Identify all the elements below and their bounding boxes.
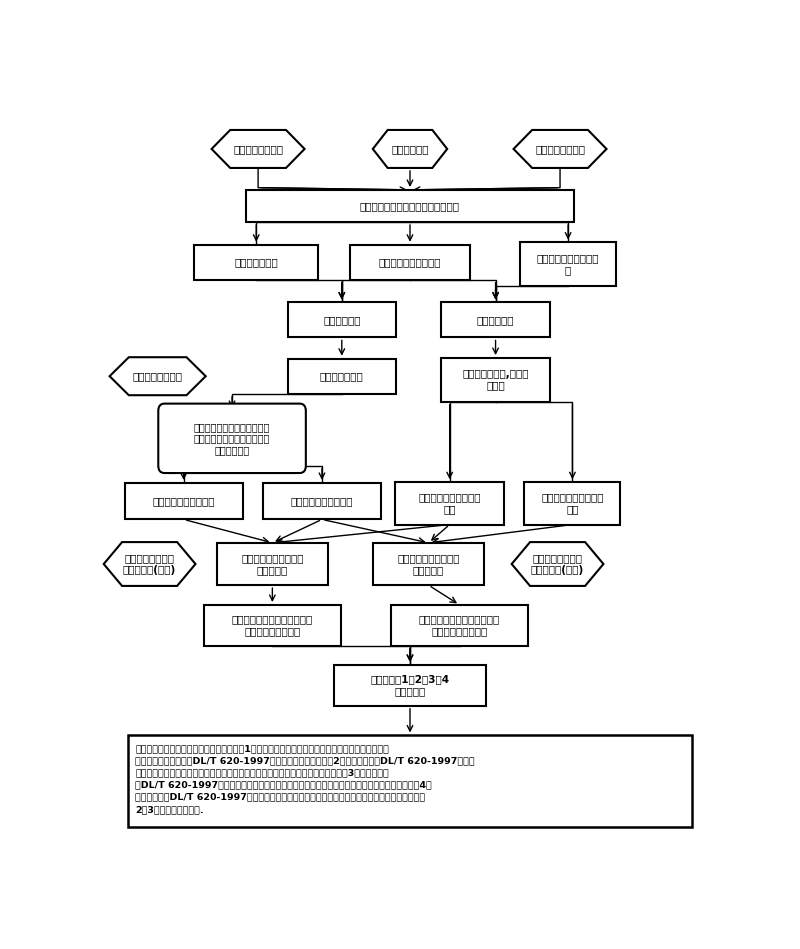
- FancyBboxPatch shape: [158, 403, 306, 473]
- FancyBboxPatch shape: [524, 482, 621, 525]
- Text: 地理信息数据: 地理信息数据: [391, 144, 429, 154]
- Text: 综合，得到1、2、3、4
四级雷害区: 综合，得到1、2、3、4 四级雷害区: [370, 675, 450, 697]
- Text: 所选目标区域网格划分: 所选目标区域网格划分: [378, 257, 442, 268]
- Polygon shape: [104, 542, 195, 586]
- FancyBboxPatch shape: [125, 483, 242, 519]
- Text: 以该网格为中心,标记相
邻网格: 以该网格为中心,标记相 邻网格: [462, 369, 529, 391]
- Text: 得到电网绕击雷害分布: 得到电网绕击雷害分布: [153, 496, 215, 506]
- Text: 进行阈值比较，删除不在危险
电弧范围内的数据，再除以各
相应网格面积: 进行阈值比较，删除不在危险 电弧范围内的数据，再除以各 相应网格面积: [194, 421, 270, 455]
- FancyBboxPatch shape: [374, 543, 484, 586]
- Text: 建立雷电数据库: 建立雷电数据库: [234, 257, 278, 268]
- Text: 设定临界绕击危险
雷电密度值(判据): 设定临界绕击危险 雷电密度值(判据): [123, 553, 176, 575]
- FancyBboxPatch shape: [395, 482, 504, 525]
- Text: 得到电网反击历史雷害
区域: 得到电网反击历史雷害 区域: [541, 493, 604, 514]
- Text: 比较网格密度值，得到反击超
标区、反击不超标区: 比较网格密度值，得到反击超 标区、反击不超标区: [419, 615, 500, 636]
- Text: 得到电网绕击历史雷害
区域: 得到电网绕击历史雷害 区域: [418, 493, 481, 514]
- FancyBboxPatch shape: [194, 245, 318, 280]
- Text: 根据四个雷害区进行针对性雷电防护配置：1级雷害区依据中国电力行业标准《交流电气装置的过电
压保护和绝缘配合》（DL/T 620-1997）进行常规的防雷配置；2: 根据四个雷害区进行针对性雷电防护配置：1级雷害区依据中国电力行业标准《交流电气装…: [135, 744, 475, 814]
- Polygon shape: [211, 130, 305, 168]
- Text: 建立电网雷击故障数据
库: 建立电网雷击故障数据 库: [537, 253, 599, 275]
- Text: 比较网格密度值，得到绕击超
标区、绕击不超标区: 比较网格密度值，得到绕击超 标区、绕击不超标区: [232, 615, 313, 636]
- Polygon shape: [514, 130, 606, 168]
- FancyBboxPatch shape: [128, 735, 692, 827]
- Text: 综合，获得综合电网绕
击雷害分布: 综合，获得综合电网绕 击雷害分布: [241, 553, 304, 575]
- Text: 得到电网反击雷害分布: 得到电网反击雷害分布: [290, 496, 354, 506]
- FancyBboxPatch shape: [520, 243, 616, 287]
- FancyBboxPatch shape: [217, 543, 327, 586]
- FancyBboxPatch shape: [287, 303, 396, 338]
- Text: 进行位置比较: 进行位置比较: [323, 315, 361, 325]
- Text: 雷电自动监测数据: 雷电自动监测数据: [233, 144, 283, 154]
- FancyBboxPatch shape: [350, 245, 470, 280]
- Text: 计算机及数据库、地理信息处理软件: 计算机及数据库、地理信息处理软件: [360, 201, 460, 211]
- FancyBboxPatch shape: [287, 359, 396, 394]
- Polygon shape: [373, 130, 447, 168]
- FancyBboxPatch shape: [442, 303, 550, 338]
- FancyBboxPatch shape: [246, 190, 574, 222]
- FancyBboxPatch shape: [391, 605, 528, 646]
- FancyBboxPatch shape: [263, 483, 381, 519]
- Text: 历史雷击事故数据: 历史雷击事故数据: [535, 144, 585, 154]
- FancyBboxPatch shape: [442, 358, 550, 401]
- Text: 综合，获得综合电网反
击雷害分布: 综合，获得综合电网反 击雷害分布: [398, 553, 460, 575]
- Polygon shape: [512, 542, 603, 586]
- FancyBboxPatch shape: [204, 605, 341, 646]
- Text: 进行位置比较: 进行位置比较: [477, 315, 514, 325]
- Text: 统计网格地闪数: 统计网格地闪数: [320, 371, 364, 381]
- Text: 设定危险电弧范围: 设定危险电弧范围: [133, 371, 182, 381]
- Polygon shape: [110, 357, 206, 395]
- Text: 设定临界反击危险
雷电密度值(判据): 设定临界反击危险 雷电密度值(判据): [531, 553, 584, 575]
- FancyBboxPatch shape: [334, 665, 486, 706]
